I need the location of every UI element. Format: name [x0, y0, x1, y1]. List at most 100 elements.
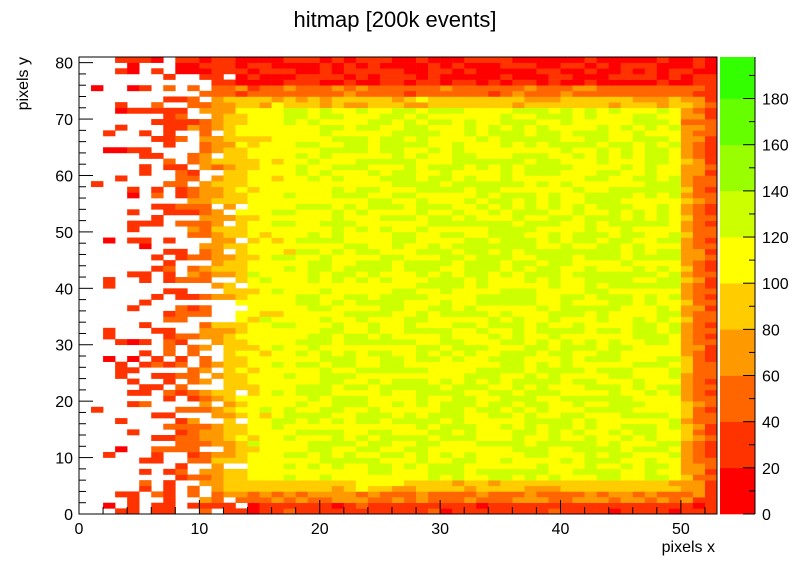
heatmap-cell [367, 226, 381, 233]
heatmap-cell [307, 288, 321, 295]
heatmap-cell [680, 446, 694, 453]
heatmap-cell [644, 333, 658, 340]
heatmap-cell [199, 141, 212, 148]
heatmap-cell [163, 260, 176, 267]
heatmap-cell [620, 474, 634, 481]
heatmap-cell [572, 220, 585, 227]
heatmap-cell [151, 502, 164, 509]
heatmap-cell [331, 260, 345, 267]
heatmap-cell [379, 429, 393, 436]
heatmap-cell [656, 243, 670, 250]
heatmap-cell [428, 288, 441, 295]
heatmap-cell [295, 237, 309, 244]
heatmap-cell [404, 254, 417, 261]
heatmap-cell [404, 169, 417, 176]
heatmap-cell [440, 423, 453, 430]
heatmap-cell [247, 96, 260, 103]
heatmap-cell [379, 198, 393, 204]
heatmap-cell [295, 282, 309, 289]
heatmap-cell [524, 299, 537, 306]
heatmap-cell [211, 119, 224, 125]
heatmap-cell [608, 384, 621, 391]
heatmap-cell [644, 412, 658, 419]
heatmap-cell [379, 361, 393, 368]
heatmap-cell [536, 474, 549, 481]
heatmap-cell [656, 327, 670, 334]
heatmap-cell [572, 248, 585, 255]
heatmap-cell [211, 333, 224, 340]
heatmap-cell [428, 350, 441, 357]
heatmap-cell [548, 423, 561, 430]
heatmap-cell [632, 231, 646, 238]
heatmap-cell [440, 231, 453, 238]
heatmap-cell [488, 418, 501, 425]
heatmap-cell [548, 468, 561, 475]
heatmap-cell [211, 502, 224, 509]
heatmap-cell [608, 175, 621, 182]
heatmap-cell [500, 57, 513, 63]
heatmap-cell [331, 141, 345, 148]
heatmap-cell [235, 508, 248, 515]
heatmap-cell [235, 214, 248, 221]
heatmap-cell [584, 141, 597, 148]
heatmap-cell [596, 282, 609, 289]
heatmap-cell [404, 130, 417, 137]
heatmap-cell [428, 299, 441, 306]
heatmap-cell [404, 339, 417, 346]
heatmap-cell [692, 135, 706, 142]
heatmap-cell [464, 231, 477, 238]
heatmap-cell [404, 316, 417, 323]
heatmap-cell [656, 130, 670, 137]
heatmap-cell [560, 339, 573, 346]
heatmap-cell [331, 282, 345, 289]
heatmap-cell [440, 265, 453, 272]
heatmap-cell [271, 181, 284, 188]
heatmap-cell [452, 299, 465, 306]
heatmap-cell [343, 260, 357, 267]
heatmap-cell [151, 192, 164, 199]
heatmap-cell [175, 254, 188, 261]
heatmap-cell [127, 271, 140, 278]
heatmap-cell [428, 243, 441, 250]
heatmap-cell [416, 395, 429, 402]
heatmap-cell [139, 277, 152, 283]
heatmap-cell [560, 147, 573, 154]
heatmap-cell [620, 175, 634, 182]
colorbar-tick-label: 40 [762, 415, 780, 432]
heatmap-cell [428, 423, 441, 430]
heatmap-cell [199, 231, 212, 238]
heatmap-cell [620, 119, 634, 125]
heatmap-cell [572, 344, 585, 351]
heatmap-cell [668, 147, 682, 154]
heatmap-cell [608, 271, 621, 278]
heatmap-cell [524, 502, 537, 509]
heatmap-cell [464, 372, 477, 379]
heatmap-cell [548, 175, 561, 182]
heatmap-cell [488, 305, 501, 312]
heatmap-cell [367, 310, 381, 317]
heatmap-cell [608, 152, 621, 159]
heatmap-cell [355, 175, 369, 182]
heatmap-cell [584, 62, 597, 69]
heatmap-cell [223, 175, 236, 182]
heatmap-cell [572, 124, 585, 131]
heatmap-cell [211, 248, 224, 255]
heatmap-cell [704, 113, 718, 120]
heatmap-cell [440, 96, 453, 103]
heatmap-cell [343, 395, 357, 402]
heatmap-cell [440, 186, 453, 193]
heatmap-cell [500, 356, 513, 362]
heatmap-cell [428, 310, 441, 317]
heatmap-cell [139, 147, 152, 154]
heatmap-cell [247, 62, 260, 69]
heatmap-cell [440, 502, 453, 509]
heatmap-cell [476, 463, 489, 470]
heatmap-cell [692, 310, 706, 317]
heatmap-cell [596, 395, 609, 402]
heatmap-cell [608, 378, 621, 385]
heatmap-cell [259, 203, 272, 210]
heatmap-cell [500, 316, 513, 323]
heatmap-cell [319, 299, 333, 306]
heatmap-cell [608, 113, 621, 120]
heatmap-cell [560, 237, 573, 244]
